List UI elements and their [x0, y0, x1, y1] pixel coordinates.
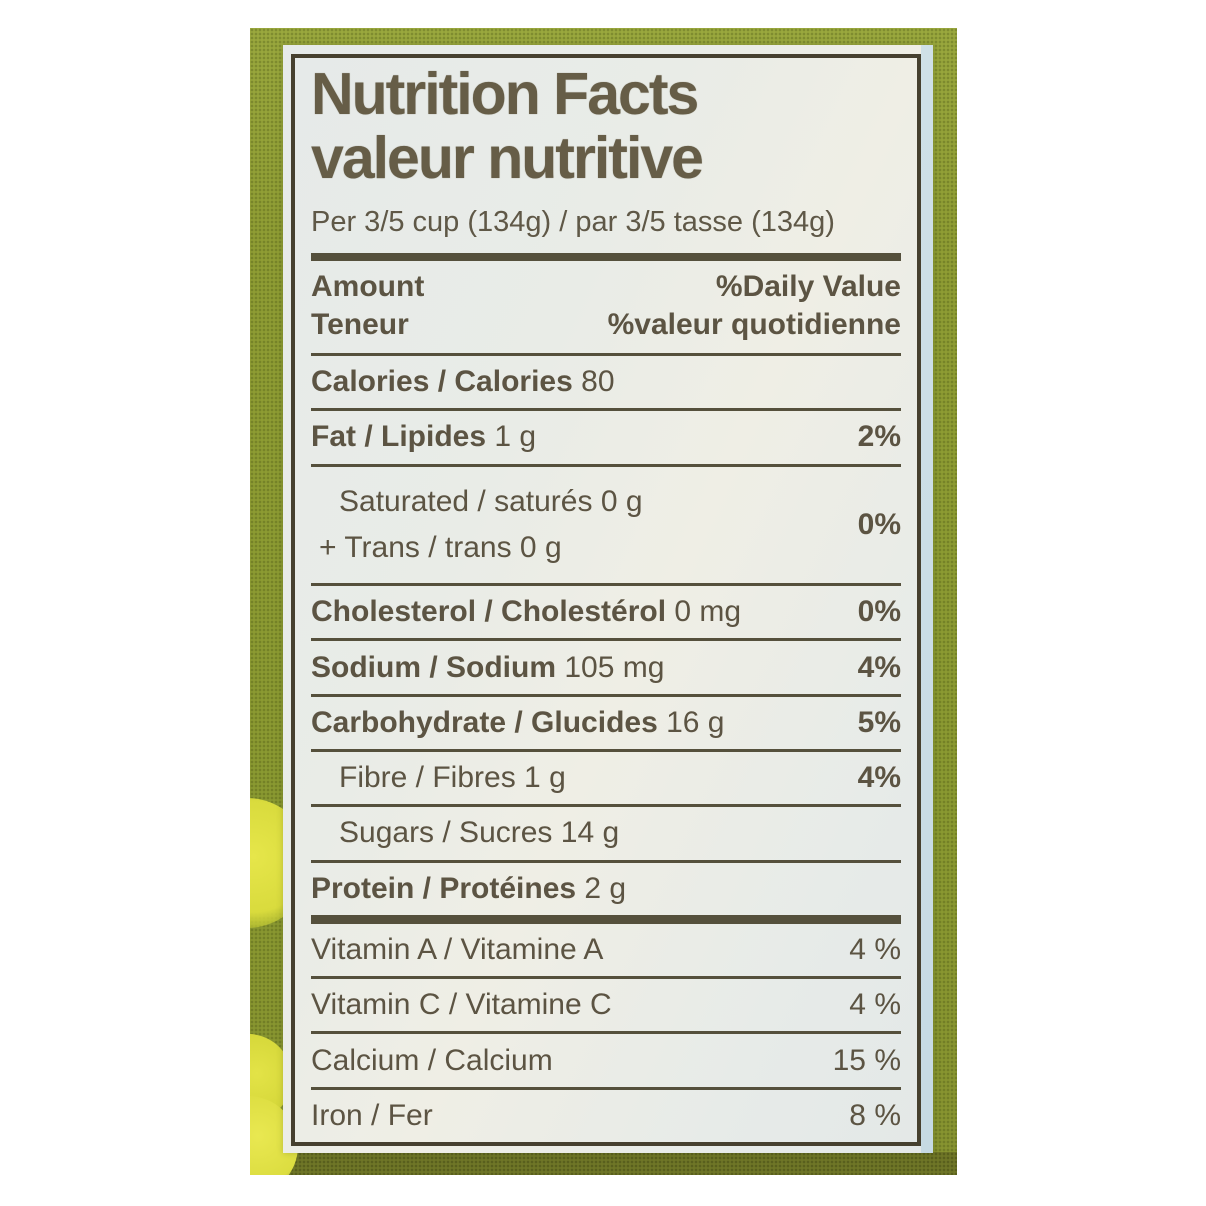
- nutrient-row: Sodium / Sodium 105 mg 4%: [311, 638, 901, 693]
- nutrient-value: 0 g: [592, 484, 643, 518]
- percent-daily-value: 4%: [857, 761, 901, 795]
- nutrient-row: Carbohydrate / Glucides 16 g 5%: [311, 693, 901, 749]
- nutrient-row: Fat / Lipides 1 g 2%: [311, 408, 901, 463]
- nutrient-value: 0 g: [511, 530, 562, 564]
- nutrient-value: 16 g: [657, 705, 725, 739]
- nutrient-name: + Trans / trans: [319, 530, 512, 564]
- nutrient-value: 14 g: [552, 816, 620, 850]
- header-daily-value-en: %Daily Value: [715, 270, 901, 303]
- percent-daily-value: 0%: [857, 595, 901, 629]
- header-daily-value-fr: %valeur quotidienne: [607, 308, 901, 341]
- nutrient-row: Iron / Fer 8 %: [311, 1086, 901, 1142]
- nutrient-row: Vitamin A / Vitamine A 4 %: [311, 914, 901, 976]
- percent-daily-value: 0%: [857, 507, 901, 541]
- nutrient-name: Sodium / Sodium: [311, 650, 556, 684]
- nutrition-facts-table: Nutrition Facts valeur nutritive Per 3/5…: [291, 54, 921, 1146]
- nutrient-row: Vitamin C / Vitamine C 4 %: [311, 976, 901, 1031]
- nutrient-value: 80: [572, 365, 615, 399]
- nutrient-name: Protein / Protéines: [311, 871, 577, 905]
- package-photo: Nutrition Facts valeur nutritive Per 3/5…: [250, 28, 957, 1175]
- nutrient-row: Saturated / saturés 0 g + Trans / trans 0…: [311, 463, 901, 584]
- nutrient-name: Calories / Calories: [311, 365, 573, 399]
- separator-thick: [311, 253, 901, 261]
- nutrient-value: 2 g: [576, 871, 627, 905]
- nutrient-name: Fibre / Fibres: [339, 761, 516, 795]
- nutrient-name: Fat / Lipides: [311, 420, 487, 454]
- nutrient-name: Iron / Fer: [311, 1098, 433, 1132]
- percent-daily-value: 4%: [857, 650, 901, 684]
- nutrient-name: Sugars / Sucres: [339, 816, 553, 850]
- percent-daily-value: 15 %: [832, 1043, 901, 1077]
- nutrition-label: Nutrition Facts valeur nutritive Per 3/5…: [283, 45, 933, 1153]
- percent-daily-value: 8 %: [849, 1098, 901, 1132]
- nutrient-rows: Calories / Calories 80 Fat / Lipides 1 g 2…: [311, 353, 901, 1142]
- nutrient-row: Cholesterol / Cholestérol 0 mg 0%: [311, 583, 901, 638]
- nutrient-row: Calcium / Calcium 15 %: [311, 1031, 901, 1086]
- header-amount-fr: Teneur: [311, 308, 409, 341]
- nutrient-name: Calcium / Calcium: [311, 1043, 553, 1077]
- label-paper-edge: [921, 45, 933, 1153]
- label-title-fr: valeur nutritive: [311, 125, 704, 191]
- nutrient-name: Carbohydrate / Glucides: [311, 705, 658, 739]
- percent-daily-value: 2%: [857, 420, 901, 454]
- nutrient-row: Calories / Calories 80: [311, 353, 901, 408]
- nutrient-value: 0 mg: [666, 595, 742, 629]
- nutrient-name: Cholesterol / Cholestérol: [311, 595, 667, 629]
- serving-size-line: Per 3/5 cup (134g) / par 3/5 tasse (134g…: [311, 206, 835, 238]
- table-header: Amount %Daily Value Teneur %valeur quoti…: [311, 261, 901, 353]
- label-title-en: Nutrition Facts: [311, 61, 699, 127]
- percent-daily-value: 4 %: [849, 932, 901, 966]
- nutrient-row: Protein / Protéines 2 g: [311, 859, 901, 915]
- nutrient-name: Saturated / saturés: [339, 484, 593, 518]
- nutrient-value: 105 mg: [556, 650, 665, 684]
- percent-daily-value: 4 %: [849, 988, 901, 1022]
- nutrient-name: Vitamin C / Vitamine C: [311, 988, 612, 1022]
- nutrient-row: Sugars / Sucres 14 g: [311, 804, 901, 859]
- nutrient-value: 1 g: [486, 420, 537, 454]
- header-amount-en: Amount: [311, 270, 425, 303]
- percent-daily-value: 5%: [857, 705, 901, 739]
- nutrient-row: Fibre / Fibres 1 g 4%: [311, 748, 901, 804]
- nutrient-value: 1 g: [515, 761, 566, 795]
- nutrient-name: Vitamin A / Vitamine A: [311, 932, 604, 966]
- package-bottom-band: [250, 1152, 957, 1175]
